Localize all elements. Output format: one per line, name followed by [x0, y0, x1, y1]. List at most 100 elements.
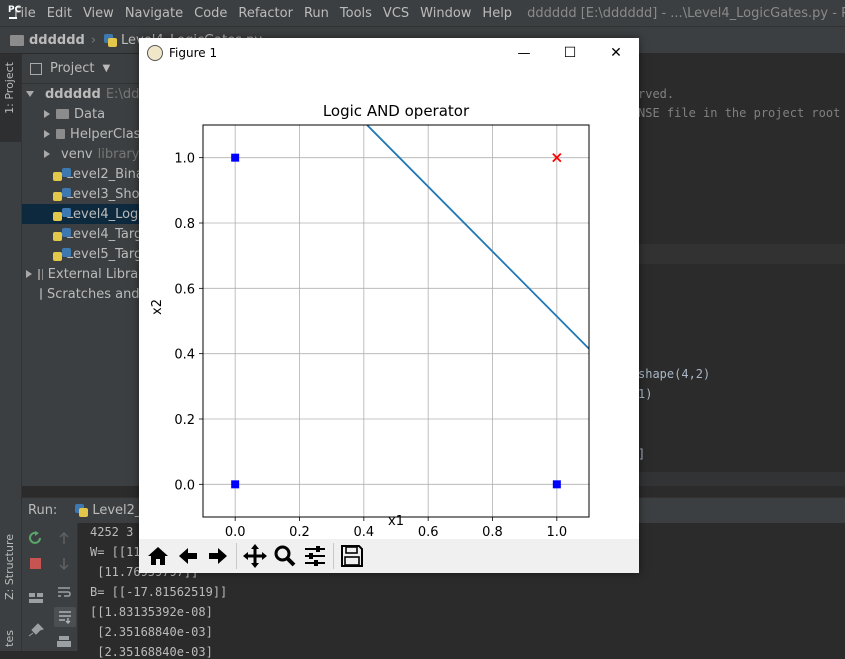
configure-button[interactable] — [300, 541, 330, 571]
menu-tools[interactable]: Tools — [339, 5, 372, 21]
menu-vcs[interactable]: VCS — [382, 5, 410, 21]
chart-title: Logic AND operator — [323, 102, 470, 120]
project-panel-header: Project ▼ — [22, 54, 162, 84]
rerun-icon[interactable] — [28, 531, 44, 545]
menu-run[interactable]: Run — [303, 5, 329, 21]
run-label: Run: — [28, 503, 58, 518]
tree-item-scratches[interactable]: Scratches and Consoles — [22, 284, 162, 304]
console-line: B= [[-17.81562519]] — [90, 585, 228, 599]
stop-icon[interactable] — [28, 557, 44, 571]
menu-edit[interactable]: Edit — [46, 5, 72, 21]
tree-item-external-libraries[interactable]: External Libraries — [22, 264, 162, 284]
tree-item-level2[interactable]: Level2_BinaryClassification.py — [22, 164, 162, 184]
menu-file[interactable]: File — [14, 5, 36, 21]
minimize-button[interactable]: — — [517, 45, 531, 61]
maximize-button[interactable]: ☐ — [563, 45, 577, 61]
project-tab-highlight — [0, 54, 21, 142]
pan-button[interactable] — [240, 541, 270, 571]
down-arrow-icon[interactable] — [56, 557, 72, 571]
expand-arrow-icon[interactable] — [44, 110, 50, 118]
close-button[interactable]: ✕ — [610, 45, 622, 61]
y-tick-label: 1.0 — [174, 152, 195, 167]
menu-view[interactable]: View — [82, 5, 114, 21]
tree-item-level3[interactable]: Level3_ShowDecisionBoundary.py — [22, 184, 162, 204]
tree-item-level4-logicgates[interactable]: Level4_LogicGates.py — [22, 204, 162, 224]
zoom-icon — [274, 545, 296, 567]
code-line: ] — [638, 447, 646, 461]
folder-icon — [56, 129, 66, 139]
scroll-to-end-icon[interactable] — [57, 610, 73, 624]
layout-icon[interactable] — [28, 591, 44, 605]
library-icon — [38, 268, 43, 280]
console-line: 4252 3 — [90, 525, 134, 539]
menu-help[interactable]: Help — [482, 5, 513, 21]
expand-arrow-icon[interactable] — [44, 150, 50, 158]
python-file-icon — [75, 504, 89, 517]
save-icon — [341, 545, 363, 567]
tree-item-data[interactable]: Data — [22, 104, 162, 124]
left-tool-stripe: 1: Project Z: Structure tes — [0, 54, 22, 651]
forward-icon — [209, 548, 227, 564]
figure-titlebar[interactable]: Figure 1 — ☐ ✕ — [139, 38, 639, 68]
back-button[interactable] — [173, 541, 203, 571]
x-tick-label: 0.2 — [289, 525, 310, 539]
folder-icon — [10, 34, 24, 46]
chevron-down-icon[interactable]: ▼ — [102, 63, 111, 74]
matplotlib-icon — [147, 45, 163, 61]
project-panel-title[interactable]: Project — [50, 61, 95, 76]
project-panel: Project ▼ dddddd E:\dddddd Data HelperCl… — [22, 54, 162, 486]
code-line: rved. — [638, 87, 675, 101]
up-arrow-icon[interactable] — [56, 531, 72, 545]
forward-button[interactable] — [203, 541, 233, 571]
figure-window: Figure 1 — ☐ ✕ 0.0 0.2 0.4 0.6 0.8 1.0 0.0 0.2 0… — [139, 38, 639, 573]
y-tick-label: 0.8 — [174, 217, 195, 232]
breadcrumb-project[interactable]: dddddd — [29, 32, 85, 48]
zoom-button[interactable] — [270, 541, 300, 571]
tree-item-label: Scratches and Consoles — [47, 286, 162, 302]
figure-background — [139, 68, 639, 539]
code-line: NSE file in the project root for — [638, 106, 845, 120]
plot-canvas[interactable]: 0.0 0.2 0.4 0.6 0.8 1.0 0.0 0.2 0.4 0.6 0.8 1.0 Log… — [139, 68, 639, 539]
figure-toolbar — [139, 539, 639, 573]
pin-icon[interactable] — [28, 623, 44, 637]
expand-arrow-icon[interactable] — [26, 270, 32, 278]
console-line: [[1.83135392e-08] — [90, 605, 213, 619]
menu-code[interactable]: Code — [194, 5, 228, 21]
menu-refactor[interactable]: Refactor — [238, 5, 293, 21]
menu-window[interactable]: Window — [420, 5, 472, 21]
code-line: shape(4,2) — [638, 367, 711, 381]
toolbar-separator — [333, 543, 334, 569]
scratches-icon — [40, 288, 42, 300]
tree-item-label: Level4_LogicGates.py — [66, 206, 162, 222]
tab-structure[interactable]: Z: Structure — [3, 534, 16, 600]
y-axis-label: x2 — [150, 299, 165, 315]
data-layer — [231, 125, 589, 489]
decision-boundary-line — [366, 125, 589, 350]
back-icon — [179, 548, 197, 564]
python-file-icon — [104, 33, 118, 47]
x-tick-label: 0.4 — [353, 525, 374, 539]
soft-wrap-icon[interactable] — [56, 585, 72, 599]
ticks: 0.0 0.2 0.4 0.6 0.8 1.0 0.0 0.2 0.4 0.6 0.8 1.0 — [174, 152, 567, 539]
tree-item-level5[interactable]: Level5_TargetClassification.py — [22, 244, 162, 264]
print-icon[interactable] — [56, 635, 72, 649]
expand-arrow-icon[interactable] — [44, 130, 50, 138]
tree-item-label: Data — [74, 106, 106, 122]
data-point-x-stroke — [552, 153, 562, 163]
folder-icon — [56, 109, 69, 119]
console-line: [2.35168840e-03] — [90, 645, 213, 659]
tab-project[interactable]: 1: Project — [3, 62, 16, 114]
save-button[interactable] — [337, 541, 367, 571]
tree-item-level4-target[interactable]: Level4_TargetDiagnosis.py — [22, 224, 162, 244]
x-tick-label: 0.6 — [418, 525, 439, 539]
tab-favorites[interactable]: tes — [3, 630, 16, 647]
x-tick-label: 0.8 — [482, 525, 503, 539]
y-tick-label: 0.4 — [174, 348, 195, 363]
expand-arrow-icon[interactable] — [26, 91, 34, 97]
home-button[interactable] — [143, 541, 173, 571]
breadcrumb-separator-icon: › — [90, 32, 97, 48]
menu-navigate[interactable]: Navigate — [124, 5, 184, 21]
console-line: [2.35168840e-03] — [90, 625, 213, 639]
run-toolbar — [22, 523, 78, 651]
pan-icon — [243, 544, 267, 568]
